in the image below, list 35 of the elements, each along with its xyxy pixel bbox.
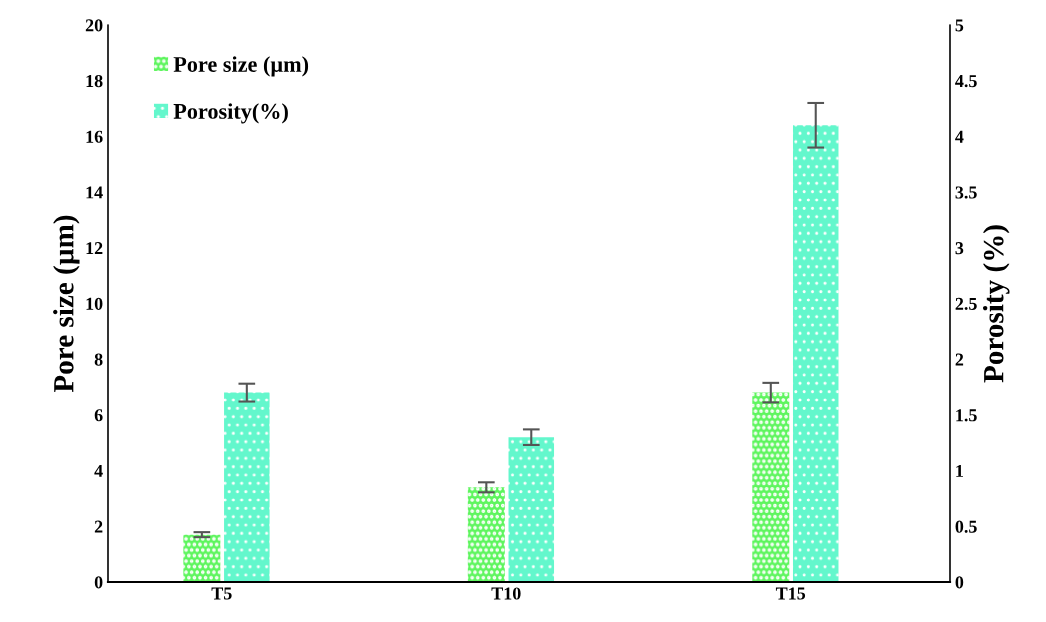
y2-tick-label: 2.5 — [955, 297, 977, 311]
y-tick-label: 4 — [94, 464, 103, 477]
y2-tick-label: 4 — [955, 130, 964, 143]
y2-tick-label: 4.5 — [955, 75, 977, 88]
y-tick-label: 6 — [94, 409, 103, 422]
bar — [792, 125, 839, 582]
x-tick-label: T10 — [491, 587, 521, 600]
y2-tick-label: 1.5 — [956, 409, 977, 422]
y-tick-label: 12 — [86, 242, 103, 255]
bar — [752, 392, 790, 582]
bar — [224, 392, 270, 582]
y2-tick-label: 2 — [955, 353, 964, 366]
bar — [183, 534, 221, 582]
y-axis-title: Pore size (µm) — [53, 215, 80, 393]
y-tick-label: 16 — [86, 130, 103, 143]
legend-label: Pore size (µm) — [173, 56, 309, 77]
y2-axis-title: Porosity (%) — [982, 225, 1010, 383]
y-tick-label: 18 — [86, 74, 103, 88]
y2-tick-label: 0 — [955, 576, 964, 589]
y2-tick-label: 0.5 — [955, 520, 977, 533]
y-tick-label: 14 — [86, 186, 103, 199]
y2-tick-label: 3 — [955, 242, 964, 255]
x-tick-label: T5 — [211, 587, 232, 600]
bar — [467, 487, 505, 582]
x-tick-label: T15 — [775, 587, 806, 600]
y2-tick-label: 5 — [955, 19, 964, 32]
y2-tick-label: 3.5 — [955, 186, 977, 199]
legend-label: Porosity(%) — [173, 103, 288, 124]
y-tick-label: 0 — [94, 576, 103, 589]
y-tick-label: 2 — [94, 520, 103, 533]
y-tick-label: 20 — [85, 19, 103, 32]
bar — [508, 437, 555, 582]
y-tick-label: 10 — [86, 297, 103, 310]
y2-tick-label: 1 — [956, 464, 963, 477]
y-tick-label: 8 — [94, 353, 103, 366]
